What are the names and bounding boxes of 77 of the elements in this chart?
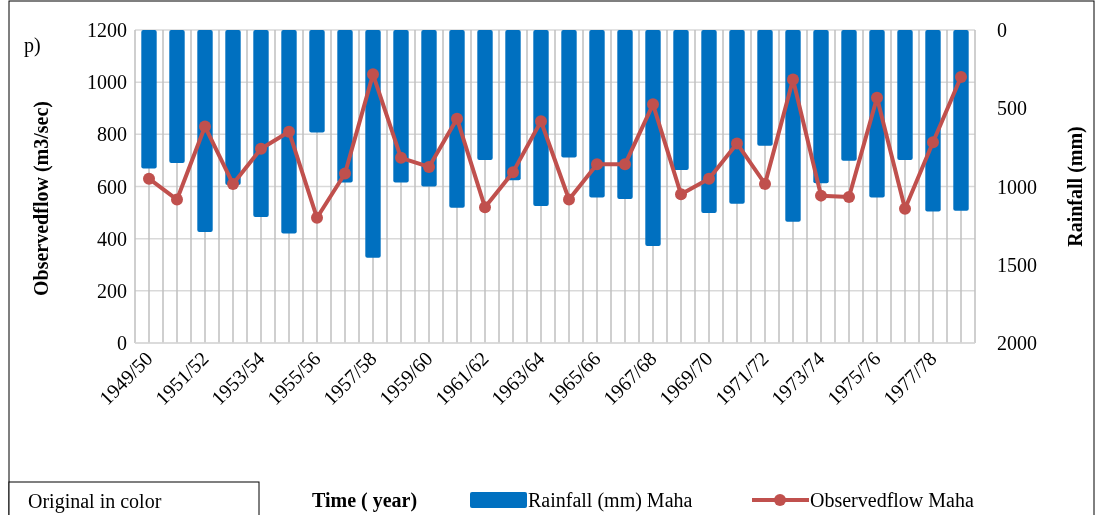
bar: [141, 30, 157, 169]
bar: [197, 30, 213, 232]
y2-tick-label: 500: [997, 97, 1027, 120]
point: [927, 136, 939, 149]
y-axis-title: Observedflow (m3/sec): [30, 101, 53, 296]
point: [787, 73, 799, 86]
point: [367, 68, 379, 81]
point: [871, 91, 883, 104]
bar: [589, 30, 605, 198]
point: [759, 177, 771, 190]
point: [423, 160, 435, 173]
point: [591, 158, 603, 171]
y2-axis-title: Rainfall (mm): [1064, 126, 1087, 247]
text: p): [24, 34, 41, 57]
point: [535, 115, 547, 128]
bar: [925, 30, 941, 212]
point: [171, 193, 183, 206]
bar: [253, 30, 269, 218]
point: [395, 151, 407, 164]
point: [227, 177, 239, 190]
y2-tick-label: 0: [997, 19, 1007, 41]
y-tick-label: 800: [97, 123, 127, 146]
y2-tick-label: 1000: [997, 175, 1037, 198]
bar: [281, 30, 297, 234]
point: [899, 202, 911, 215]
point: [339, 167, 351, 180]
bar: [729, 30, 745, 204]
y-tick-label: 1200: [87, 19, 127, 41]
bar: [841, 30, 857, 161]
point: [311, 211, 323, 224]
bar: [421, 30, 437, 187]
bar: [393, 30, 409, 183]
bar: [645, 30, 661, 246]
point: [675, 188, 687, 201]
bar: [617, 30, 633, 200]
bar: [505, 30, 521, 181]
bar: [309, 30, 325, 133]
bar: [225, 30, 241, 185]
point: [731, 137, 743, 150]
bar: [533, 30, 549, 207]
legend-label: Rainfall (mm) Maha: [528, 489, 693, 512]
legend-label: Observedflow Maha: [810, 489, 974, 511]
bar: [757, 30, 773, 146]
bar: [673, 30, 689, 171]
point: [199, 120, 211, 133]
point: [815, 189, 827, 202]
point: [255, 142, 267, 155]
y-tick-label: 0: [117, 332, 127, 354]
y-tick-label: 200: [97, 279, 127, 302]
point: [619, 158, 631, 171]
point: [843, 190, 855, 203]
bar: [953, 30, 969, 211]
y2-tick-label: 2000: [997, 332, 1037, 354]
y-tick-label: 1000: [87, 71, 127, 94]
point: [479, 201, 491, 214]
point: [647, 98, 659, 111]
point: [703, 172, 715, 185]
bar: [813, 30, 829, 184]
bar: [365, 30, 381, 258]
point: [955, 70, 967, 83]
y-tick-label: 400: [97, 227, 127, 250]
point: [507, 166, 519, 179]
x-axis-title: Time ( year): [312, 489, 418, 512]
bar: [477, 30, 493, 160]
bar: [561, 30, 577, 158]
bar: [897, 30, 913, 160]
point: [143, 172, 155, 185]
bar: [449, 30, 465, 208]
bar: [701, 30, 717, 214]
point: [451, 112, 463, 125]
point: [563, 193, 575, 206]
bar: [337, 30, 353, 183]
text: Original in color: [28, 490, 162, 513]
y2-tick-label: 1500: [997, 253, 1037, 276]
bar: [169, 30, 185, 164]
y-tick-label: 600: [97, 175, 127, 198]
point: [283, 125, 295, 138]
